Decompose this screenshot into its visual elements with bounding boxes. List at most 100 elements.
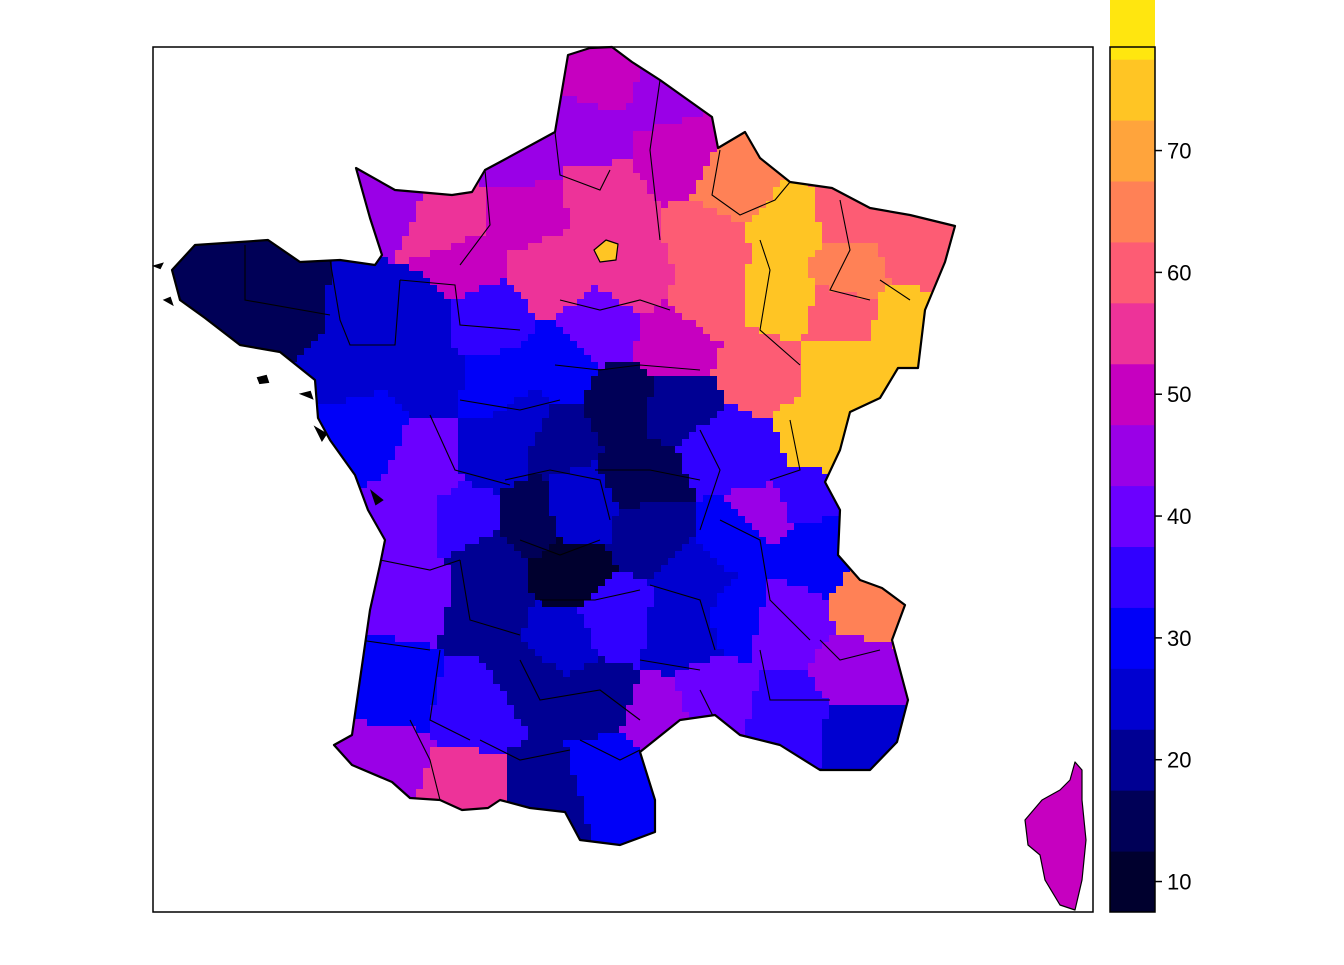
department-cell <box>199 299 207 307</box>
department-cell <box>584 215 592 223</box>
department-cell <box>780 208 788 216</box>
department-cell <box>913 243 921 251</box>
department-cell <box>647 145 655 153</box>
department-cell <box>640 75 648 83</box>
department-cell <box>892 299 900 307</box>
department-cell <box>822 229 830 237</box>
department-cell <box>885 306 893 314</box>
department-cell <box>892 278 900 286</box>
department-cell <box>598 152 606 160</box>
department-cell <box>787 313 795 321</box>
department-cell <box>577 306 585 314</box>
department-cell <box>654 306 662 314</box>
department-cell <box>682 173 690 181</box>
department-cell <box>549 166 557 174</box>
department-cell <box>605 320 613 328</box>
department-cell <box>598 334 606 342</box>
department-cell <box>885 285 893 293</box>
department-cell <box>388 292 396 300</box>
department-cell <box>430 229 438 237</box>
department-cell <box>367 299 375 307</box>
department-cell <box>276 257 284 265</box>
department-cell <box>766 285 774 293</box>
department-cell <box>703 138 711 146</box>
department-cell <box>304 320 312 328</box>
department-cell <box>920 236 928 244</box>
department-cell <box>269 299 277 307</box>
department-cell <box>367 180 375 188</box>
department-cell <box>717 215 725 223</box>
department-cell <box>528 320 536 328</box>
department-cell <box>598 285 606 293</box>
department-cell <box>241 334 249 342</box>
department-cell <box>577 236 585 244</box>
department-cell <box>934 257 942 265</box>
department-cell <box>899 299 907 307</box>
department-cell <box>542 292 550 300</box>
department-cell <box>472 201 480 209</box>
department-cell <box>675 166 683 174</box>
department-cell <box>850 250 858 258</box>
department-cell <box>864 327 872 335</box>
department-cell <box>661 89 669 97</box>
department-cell <box>367 306 375 314</box>
department-cell <box>598 89 606 97</box>
department-cell <box>920 278 928 286</box>
department-cell <box>661 285 669 293</box>
department-cell <box>479 292 487 300</box>
department-cell <box>689 306 697 314</box>
department-cell <box>619 320 627 328</box>
department-cell <box>759 285 767 293</box>
department-cell <box>766 187 774 195</box>
department-cell <box>934 264 942 272</box>
department-cell <box>493 208 501 216</box>
department-cell <box>738 145 746 153</box>
department-cell <box>731 166 739 174</box>
department-cell <box>906 250 914 258</box>
department-cell <box>696 334 704 342</box>
department-cell <box>633 243 641 251</box>
department-cell <box>605 271 613 279</box>
department-cell <box>507 285 515 293</box>
department-cell <box>486 236 494 244</box>
department-cell <box>458 327 466 335</box>
department-cell <box>815 292 823 300</box>
department-cell <box>710 208 718 216</box>
department-cell <box>780 264 788 272</box>
department-cell <box>584 68 592 76</box>
department-cell <box>668 124 676 132</box>
department-cell <box>766 271 774 279</box>
department-cell <box>745 299 753 307</box>
department-cell <box>430 292 438 300</box>
department-cell <box>605 208 613 216</box>
department-cell <box>206 243 214 251</box>
department-cell <box>752 278 760 286</box>
department-cell <box>255 334 263 342</box>
department-cell <box>843 194 851 202</box>
department-cell <box>423 313 431 321</box>
department-cell <box>549 334 557 342</box>
department-cell <box>766 236 774 244</box>
department-cell <box>703 264 711 272</box>
department-cell <box>724 159 732 167</box>
department-cell <box>927 278 935 286</box>
department-cell <box>759 264 767 272</box>
department-cell <box>619 334 627 342</box>
department-cell <box>304 264 312 272</box>
department-cell <box>773 215 781 223</box>
department-cell <box>542 313 550 321</box>
department-cell <box>311 278 319 286</box>
department-cell <box>808 215 816 223</box>
department-cell <box>836 306 844 314</box>
department-cell <box>486 208 494 216</box>
department-cell <box>738 166 746 174</box>
department-cell <box>339 320 347 328</box>
department-cell <box>528 159 536 167</box>
department-cell <box>234 327 242 335</box>
department-cell <box>535 243 543 251</box>
department-cell <box>864 250 872 258</box>
department-cell <box>584 236 592 244</box>
department-cell <box>360 306 368 314</box>
department-cell <box>661 278 669 286</box>
department-cell <box>570 159 578 167</box>
